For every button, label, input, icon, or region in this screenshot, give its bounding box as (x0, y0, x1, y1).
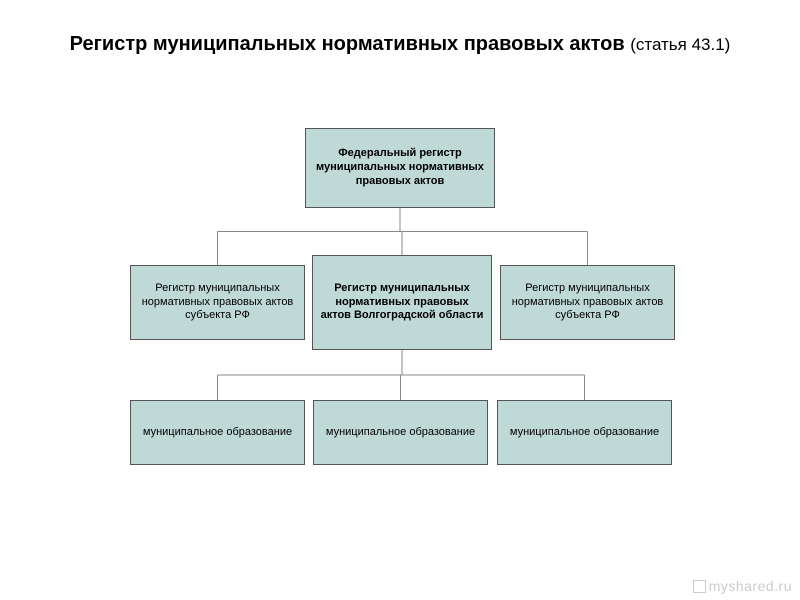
diagram-node-m_right: Регистр муниципальных нормативных правов… (500, 265, 675, 340)
title-main: Регистр муниципальных нормативных правов… (70, 33, 625, 55)
diagram-node-m_mid: Регистр муниципальных нормативных правов… (312, 255, 492, 350)
diagram-node-b_right: муниципальное образование (497, 400, 672, 465)
watermark: myshared.ru (693, 578, 792, 594)
diagram-node-b_left: муниципальное образование (130, 400, 305, 465)
diagram-node-b_mid: муниципальное образование (313, 400, 488, 465)
page-title: Регистр муниципальных нормативных правов… (50, 30, 750, 58)
diagram-node-m_left: Регистр муниципальных нормативных правов… (130, 265, 305, 340)
diagram-node-root: Федеральный регистр муниципальных нормат… (305, 128, 495, 208)
watermark-text: myshared.ru (709, 578, 792, 594)
title-sub: (статья 43.1) (630, 35, 730, 54)
watermark-icon (693, 580, 706, 593)
